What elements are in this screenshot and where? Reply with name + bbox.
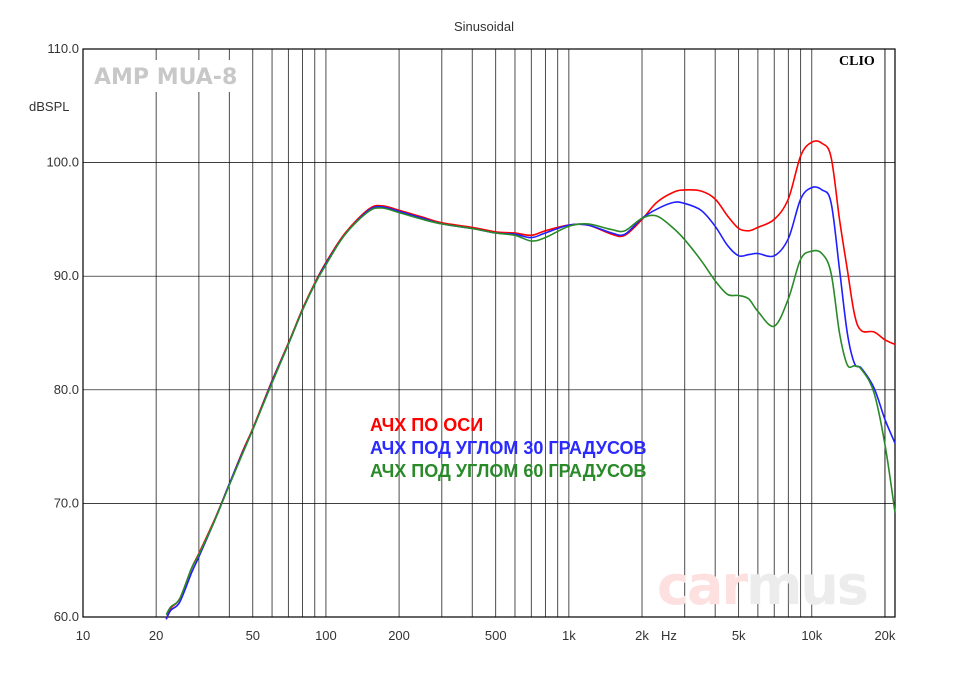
x-tick-label: 10k (801, 628, 822, 643)
clio-label: CLIO (839, 54, 875, 69)
x-tick-label: 1k (562, 628, 576, 643)
y-tick-label: 70.0 (54, 495, 79, 510)
brand-label: AMP MUA-8 (94, 65, 237, 90)
y-tick-label: 100.0 (46, 155, 79, 170)
carmus-watermark-part2: mus (746, 554, 867, 617)
y-tick-label: 90.0 (54, 268, 79, 283)
carmus-watermark-part1: car (657, 554, 748, 617)
y-tick-label: 80.0 (54, 382, 79, 397)
y-tick-label: 60.0 (54, 609, 79, 624)
legend-series-30deg: АЧХ ПОД УГЛОМ 30 ГРАДУСОВ (370, 438, 647, 458)
x-tick-label: 5k (732, 628, 746, 643)
y-axis-ticks: 60.0 70.0 80.0 90.0 100.0 110.0 (46, 41, 79, 624)
brand-label-bg (90, 60, 246, 92)
x-tick-label: 10 (76, 628, 90, 643)
x-tick-label: 500 (485, 628, 507, 643)
x-tick-label: 2k (635, 628, 649, 643)
legend-series-60deg: АЧХ ПОД УГЛОМ 60 ГРАДУСОВ (370, 461, 647, 481)
x-tick-label: 100 (315, 628, 337, 643)
x-tick-label: 50 (246, 628, 260, 643)
x-axis-label: Hz (661, 628, 677, 643)
y-tick-label: 110.0 (47, 41, 79, 56)
carmus-watermark: carmus (657, 554, 867, 617)
x-tick-label: 20k (874, 628, 895, 643)
plot-area (83, 49, 895, 617)
series-line-60deg (165, 207, 896, 616)
x-tick-label: 200 (388, 628, 410, 643)
x-axis-ticks: 10 20 50 100 200 500 1k 2k 5k 10k 20k (76, 628, 896, 643)
legend-series-axis: АЧХ ПО ОСИ (370, 415, 483, 435)
series-lines (165, 140, 896, 620)
chart-title: Sinusoidal (454, 19, 514, 34)
plot-frame (82, 48, 896, 618)
y-axis-label: dBSPL (29, 99, 69, 114)
x-tick-label: 20 (149, 628, 163, 643)
